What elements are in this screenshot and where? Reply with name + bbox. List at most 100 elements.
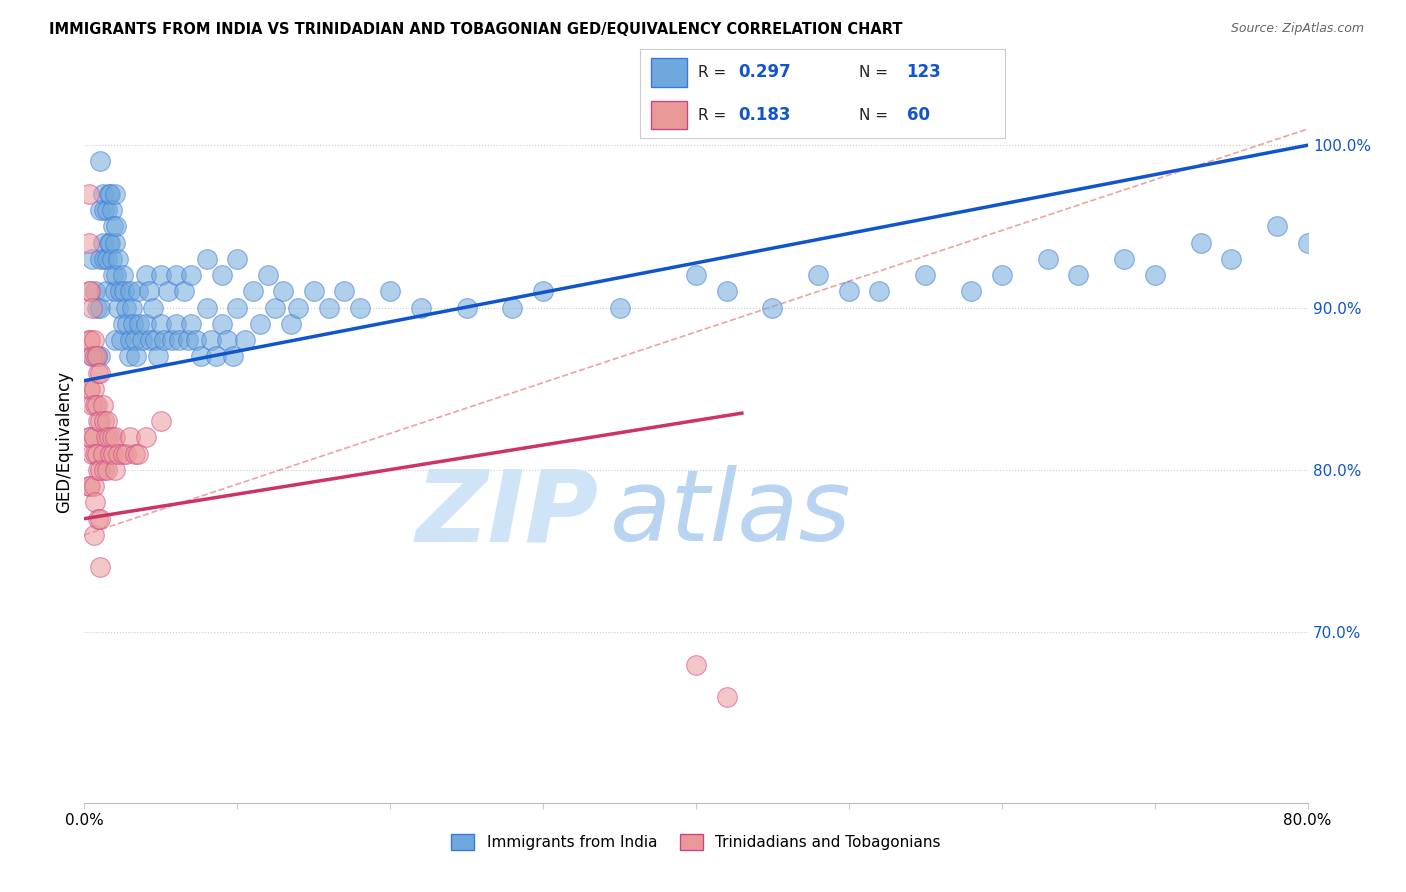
- Point: [114, 447, 136, 461]
- Text: ZIP: ZIP: [415, 466, 598, 562]
- Point: [107, 301, 129, 315]
- Point: [200, 333, 222, 347]
- Point: [280, 317, 302, 331]
- Point: [190, 349, 212, 363]
- Point: [96, 203, 118, 218]
- Point: [104, 235, 127, 250]
- Point: [153, 333, 176, 347]
- Point: [89, 203, 111, 218]
- Point: [87, 366, 110, 380]
- Point: [125, 349, 148, 363]
- Point: [86, 398, 108, 412]
- Point: [122, 317, 145, 331]
- Point: [104, 333, 127, 347]
- Point: [146, 349, 169, 363]
- Point: [195, 301, 218, 315]
- Point: [105, 268, 128, 282]
- Point: [94, 430, 117, 444]
- Point: [184, 333, 207, 347]
- Point: [112, 285, 135, 299]
- Point: [111, 268, 134, 282]
- Point: [135, 268, 157, 282]
- Point: [165, 268, 187, 282]
- Point: [127, 447, 149, 461]
- Point: [838, 285, 860, 299]
- Point: [107, 447, 129, 461]
- Point: [98, 235, 121, 250]
- Point: [87, 463, 110, 477]
- Point: [111, 447, 134, 461]
- Point: [98, 447, 121, 461]
- Text: IMMIGRANTS FROM INDIA VS TRINIDADIAN AND TOBAGONIAN GED/EQUIVALENCY CORRELATION : IMMIGRANTS FROM INDIA VS TRINIDADIAN AND…: [49, 22, 903, 37]
- Point: [121, 301, 143, 315]
- Text: N =: N =: [859, 108, 893, 122]
- Point: [89, 366, 111, 380]
- Point: [1189, 235, 1212, 250]
- Point: [96, 463, 118, 477]
- Point: [143, 333, 166, 347]
- Point: [135, 317, 157, 331]
- Point: [104, 285, 127, 299]
- Legend: Immigrants from India, Trinidadians and Tobagonians: Immigrants from India, Trinidadians and …: [446, 828, 946, 856]
- Point: [80, 447, 103, 461]
- Point: [101, 203, 124, 218]
- Point: [79, 382, 101, 396]
- Text: 123: 123: [907, 63, 942, 81]
- Point: [101, 430, 124, 444]
- Text: 0.183: 0.183: [738, 106, 792, 124]
- Point: [302, 285, 325, 299]
- Point: [257, 268, 280, 282]
- Point: [456, 301, 478, 315]
- Point: [83, 479, 105, 493]
- Point: [271, 285, 294, 299]
- Point: [120, 430, 142, 444]
- Point: [91, 186, 114, 201]
- Point: [139, 333, 162, 347]
- Point: [84, 285, 107, 299]
- Point: [80, 301, 103, 315]
- Point: [80, 252, 103, 266]
- Point: [380, 285, 402, 299]
- Point: [135, 430, 157, 444]
- Point: [77, 235, 100, 250]
- Point: [93, 252, 115, 266]
- Point: [138, 285, 160, 299]
- Point: [87, 414, 110, 428]
- Point: [264, 301, 287, 315]
- Point: [79, 285, 101, 299]
- Point: [79, 479, 101, 493]
- Point: [160, 333, 183, 347]
- Point: [173, 285, 195, 299]
- Point: [97, 430, 120, 444]
- Point: [89, 301, 111, 315]
- Text: R =: R =: [699, 65, 731, 79]
- Text: 0.297: 0.297: [738, 63, 792, 81]
- Text: 60: 60: [907, 106, 929, 124]
- Point: [115, 317, 138, 331]
- Point: [84, 447, 107, 461]
- Point: [94, 285, 117, 299]
- Point: [83, 333, 105, 347]
- Point: [349, 301, 371, 315]
- Point: [93, 203, 115, 218]
- Point: [97, 235, 120, 250]
- Point: [249, 317, 271, 331]
- Point: [165, 317, 187, 331]
- Point: [142, 301, 165, 315]
- Point: [205, 349, 228, 363]
- Point: [149, 268, 172, 282]
- Point: [149, 317, 172, 331]
- Point: [91, 235, 114, 250]
- Point: [960, 285, 983, 299]
- Point: [89, 463, 111, 477]
- Point: [869, 285, 891, 299]
- Point: [1143, 268, 1166, 282]
- Point: [716, 285, 738, 299]
- Point: [84, 495, 107, 509]
- Point: [149, 414, 172, 428]
- Point: [93, 463, 115, 477]
- Point: [80, 349, 103, 363]
- Point: [87, 511, 110, 525]
- Point: [180, 317, 202, 331]
- Point: [98, 186, 121, 201]
